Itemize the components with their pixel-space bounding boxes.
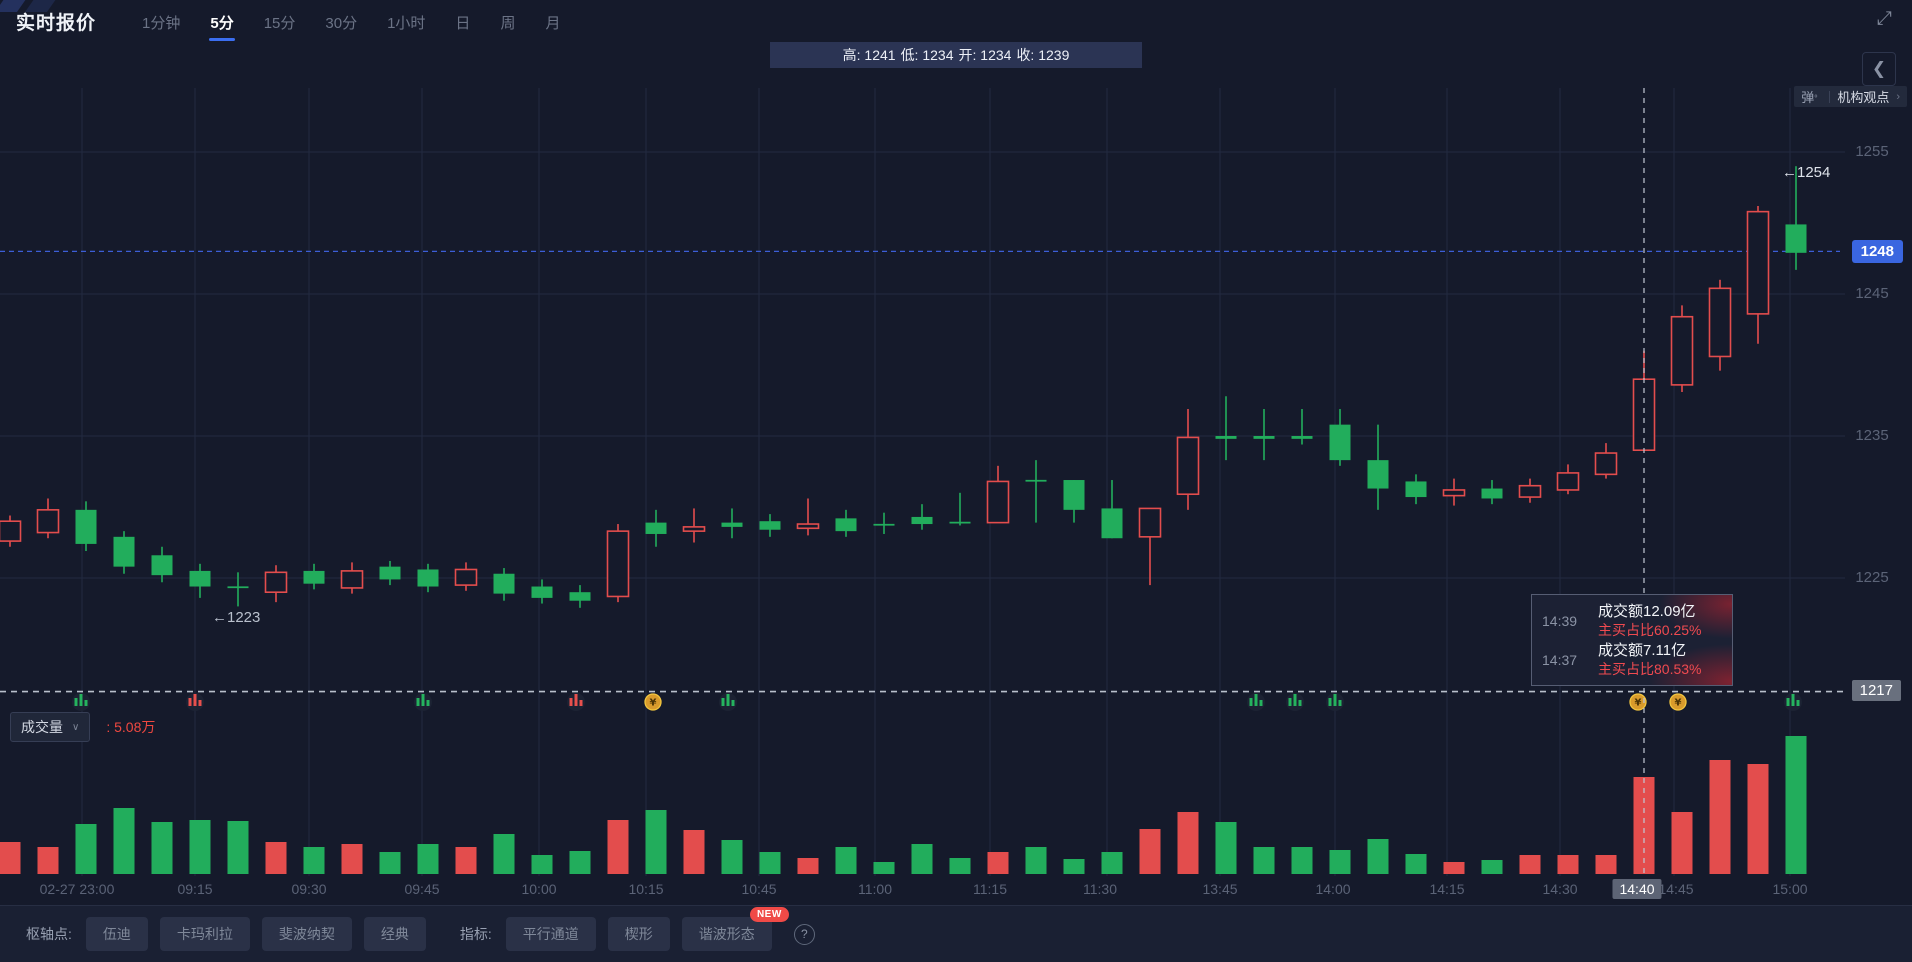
reference-price-badge: 1217 [1851, 680, 1901, 701]
drawing-toolbar: 枢轴点: 伍迪 卡玛利拉 斐波纳契 经典 指标: 平行通道 楔形 谐波形态 NEW ? [0, 905, 1912, 962]
price-annotation: ←1223 [212, 609, 260, 626]
marker-vol-green-icon [72, 693, 90, 711]
toolbar-button-伍迪[interactable]: 伍迪 [85, 917, 148, 951]
price-tick-label: 1255 [1855, 143, 1889, 160]
marker-vol-red-icon [186, 693, 204, 711]
time-tick-label: 14:15 [1429, 881, 1465, 897]
time-tick-label: 14:45 [1658, 881, 1694, 897]
ohlc-item: 高: 1241 [842, 47, 896, 63]
app-logo [0, 0, 56, 14]
marker-vol-green-icon [414, 693, 432, 711]
danmu-toggle[interactable]: 弹。 [1801, 89, 1823, 105]
time-tick-label: 14:30 [1542, 881, 1578, 897]
chevron-down-icon: ∨ [72, 721, 80, 733]
volume-indicator-dropdown[interactable]: 成交量 ∨ [10, 712, 91, 742]
toolbar-button-平行通道[interactable]: 平行通道 [505, 917, 596, 951]
volume-current-value: : 5.08万 [106, 719, 156, 735]
tab-15分[interactable]: 15分 [263, 14, 296, 32]
institution-view-label: 机构观点 [1837, 90, 1890, 105]
time-tick-label: 09:45 [404, 881, 440, 897]
price-tick-label: 1225 [1855, 569, 1889, 586]
time-tick-label: 10:00 [521, 881, 557, 897]
tooltip-buy-ratio: 主买占比80.53% [1598, 661, 1702, 677]
toolbar-button-卡玛利拉[interactable]: 卡玛利拉 [159, 917, 250, 951]
pill-divider [1829, 90, 1831, 103]
institution-view-pill[interactable]: 弹。 机构观点 › [1794, 86, 1907, 107]
marker-vol-green-icon [1286, 693, 1304, 711]
time-crosshair-badge: 14:40 [1612, 879, 1662, 899]
time-tick-label: 11:15 [973, 881, 1007, 897]
time-tick-label: 14:00 [1315, 881, 1351, 897]
tab-5分[interactable]: 5分 [210, 2, 233, 41]
tab-30分[interactable]: 30分 [325, 14, 358, 32]
marker-vol-green-icon [1247, 693, 1265, 711]
chevron-left-icon: ❮ [1871, 59, 1887, 78]
ohlc-info-bar: 高: 1241 低: 1234 开: 1234 收: 1239 [770, 42, 1142, 68]
tab-1分钟[interactable]: 1分钟 [142, 14, 181, 32]
time-tick-label: 09:30 [291, 881, 327, 897]
toolbar-button-楔形[interactable]: 楔形 [607, 917, 670, 951]
top-bar: 实时报价 1分钟 5分 15分 30分 1小时 日 周 月 [0, 0, 1912, 42]
time-tick-label: 02-27 23:00 [39, 881, 115, 897]
time-tick-label: 10:45 [741, 881, 777, 897]
pivot-section-label: 枢轴点: [26, 926, 72, 942]
current-price-badge: 1248 [1851, 240, 1903, 263]
svg-text:¥: ¥ [1675, 698, 1682, 709]
toolbar-button-谐波形态[interactable]: 谐波形态 NEW [681, 907, 789, 951]
marker-vol-green-icon [1326, 693, 1344, 711]
event-markers: ¥ ¥ ¥ [72, 693, 1802, 711]
time-tick-label: 15:00 [1772, 881, 1808, 897]
time-tick-label: 13:45 [1202, 881, 1238, 897]
fullscreen-toggle-icon[interactable]: ⤢ [1876, 8, 1892, 29]
volume-bars [0, 736, 1807, 872]
tooltip-turnover: 成交额7.11亿 [1598, 642, 1687, 659]
marker-coin-icon: ¥ [644, 693, 662, 711]
svg-text:¥: ¥ [650, 698, 657, 709]
session-color-strip [0, 870, 1807, 874]
tooltip-buy-ratio: 主买占比60.25% [1598, 622, 1702, 638]
ohlc-item: 收: 1239 [1016, 47, 1070, 63]
tab-1小时[interactable]: 1小时 [387, 14, 426, 32]
marker-vol-green-icon [719, 693, 737, 711]
volume-pane-header: 成交量 ∨ : 5.08万 [10, 712, 155, 742]
indicator-section-label: 指标: [459, 926, 492, 942]
trade-detail-tooltip: 14:39 成交额12.09亿 主买占比60.25% 14:37 成交额7.11… [1531, 594, 1733, 686]
toolbar-button-斐波纳契[interactable]: 斐波纳契 [261, 917, 352, 951]
tab-日[interactable]: 日 [455, 14, 471, 32]
price-annotation: ←1254 [1782, 164, 1830, 181]
tooltip-time: 14:39 [1542, 612, 1578, 629]
chevron-right-icon: › [1896, 90, 1900, 103]
tab-月[interactable]: 月 [545, 14, 561, 32]
time-tick-label: 11:30 [1083, 881, 1117, 897]
ohlc-item: 开: 1234 [958, 47, 1012, 63]
help-icon[interactable]: ? [793, 923, 815, 945]
ohlc-item: 低: 1234 [900, 47, 954, 63]
candlesticks [0, 166, 1807, 608]
tab-周[interactable]: 周 [500, 14, 516, 32]
new-badge: NEW [749, 907, 789, 922]
marker-vol-red-icon [567, 693, 585, 711]
page-title: 实时报价 [16, 12, 97, 34]
time-tick-label: 11:00 [858, 881, 892, 897]
price-tick-label: 1245 [1855, 285, 1889, 302]
toolbar-button-经典[interactable]: 经典 [363, 917, 426, 951]
marker-vol-green-icon [1784, 693, 1802, 711]
collapse-panel-button[interactable]: ❮ [1862, 52, 1896, 86]
time-tick-label: 09:15 [177, 881, 213, 897]
svg-text:¥: ¥ [1635, 698, 1642, 709]
interval-tabs: 1分钟 5分 15分 30分 1小时 日 周 月 [142, 2, 560, 41]
marker-coin-icon: ¥ [1669, 693, 1687, 711]
volume-indicator-label: 成交量 [21, 719, 63, 735]
marker-coin-icon: ¥ [1629, 693, 1647, 711]
price-tick-label: 1235 [1855, 427, 1889, 444]
tooltip-row: 14:39 成交额12.09亿 主买占比60.25% [1542, 602, 1722, 639]
tooltip-time: 14:37 [1542, 651, 1578, 668]
tooltip-row: 14:37 成交额7.11亿 主买占比80.53% [1542, 641, 1722, 678]
tooltip-turnover: 成交额12.09亿 [1598, 603, 1696, 620]
time-tick-label: 10:15 [628, 881, 664, 897]
